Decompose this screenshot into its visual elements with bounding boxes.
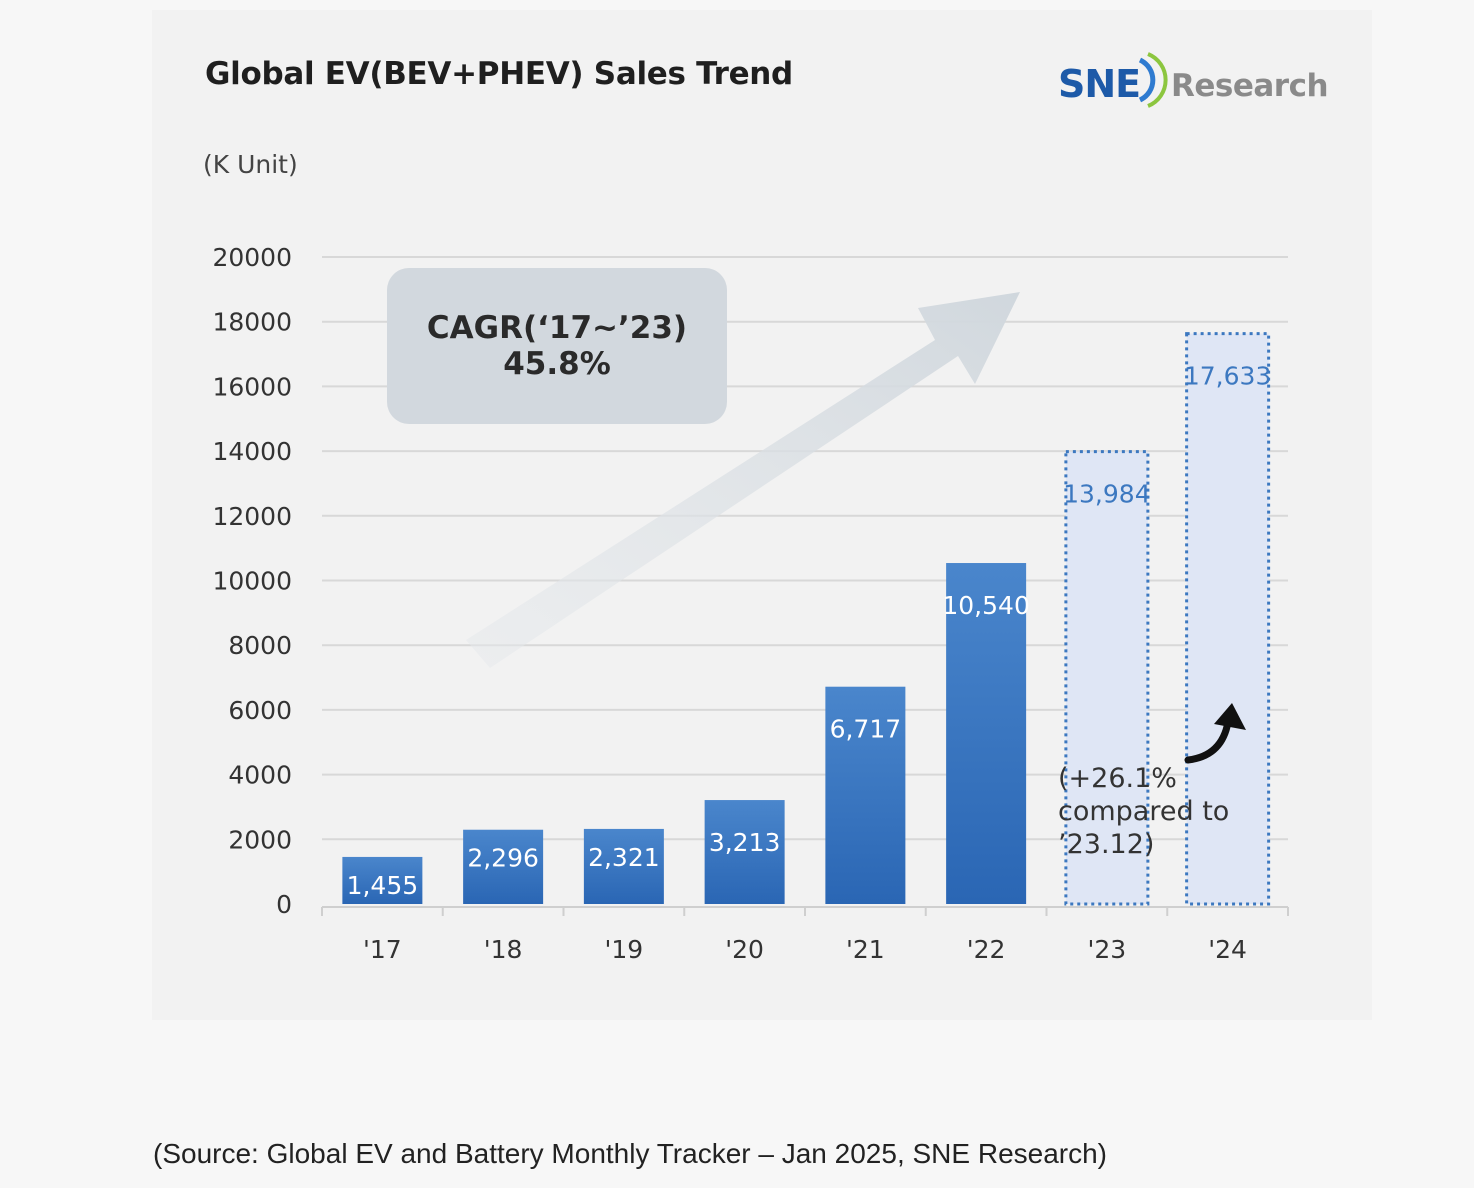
cagr-value: 45.8% [503,346,611,382]
y-tick-label: 2000 [228,825,292,854]
y-tick-label: 0 [276,890,292,919]
bar [463,829,544,904]
y-tick-label: 14000 [212,437,292,466]
x-tick-label: '18 [484,935,523,964]
growth-note-line: ’23.12) [1058,829,1155,860]
bar-value-label: 13,984 [1063,480,1150,509]
bar-value-label: 1,455 [347,871,419,900]
x-tick-label: '23 [1088,935,1127,964]
bar-value-label: 17,633 [1184,362,1271,391]
growth-note-line: compared to [1058,796,1230,827]
bar-value-label: 2,296 [467,844,539,873]
chart-title: Global EV(BEV+PHEV) Sales Trend [205,56,793,92]
logo-arc-icon [1138,52,1168,108]
bar [342,856,423,904]
y-tick-label: 20000 [212,243,292,272]
x-axis: '17 '18 '19 '20 '21 '22 '23 '24 [321,906,1289,964]
cagr-callout: CAGR(‘17~’23) 45.8% [387,268,727,424]
bar-value-label: 10,540 [942,591,1029,620]
bar-projected [1185,332,1271,906]
curved-up-arrow-head-icon [1214,703,1246,730]
y-tick-label: 4000 [228,761,292,790]
cagr-label: CAGR(‘17~’23) [426,310,688,346]
bar [946,563,1027,904]
bars: 1,455 2,296 2,321 3,213 6,717 10,540 13,984 17,… [342,332,1271,906]
bar-value-label: 6,717 [830,715,902,744]
curved-up-arrow-icon [1184,718,1232,764]
bar [583,828,664,904]
y-tick-label: 18000 [212,308,292,337]
y-tick-label: 10000 [212,567,292,596]
y-axis: 0 2000 4000 6000 8000 10000 12000 14000 16000 180… [212,243,292,919]
bar-value-label: 2,321 [588,843,660,872]
growth-note-line: (+26.1% [1058,763,1177,794]
x-tick-label: '19 [605,935,644,964]
logo-text-sne: SNE [1058,62,1141,106]
y-tick-label: 12000 [212,502,292,531]
bar [825,686,906,904]
x-tick-label: '22 [967,935,1006,964]
y-tick-label: 8000 [228,631,292,660]
growth-note: (+26.1% compared to ’23.12) [1058,762,1258,861]
bar-projected [1064,450,1150,906]
y-tick-label: 16000 [212,372,292,401]
x-tick-label: '24 [1208,935,1247,964]
growth-arrow-icon [466,292,1020,668]
bar-value-label: 3,213 [709,828,781,857]
logo-text-research: Research [1171,68,1329,104]
source-caption: (Source: Global EV and Battery Monthly T… [153,1138,1108,1169]
bar [704,800,785,904]
x-tick-label: '21 [846,935,885,964]
x-tick-label: '20 [725,935,764,964]
y-tick-label: 6000 [228,696,292,725]
sne-research-logo: SNE Research [1056,50,1329,114]
x-tick-label: '17 [363,935,402,964]
unit-label: (K Unit) [203,150,298,179]
